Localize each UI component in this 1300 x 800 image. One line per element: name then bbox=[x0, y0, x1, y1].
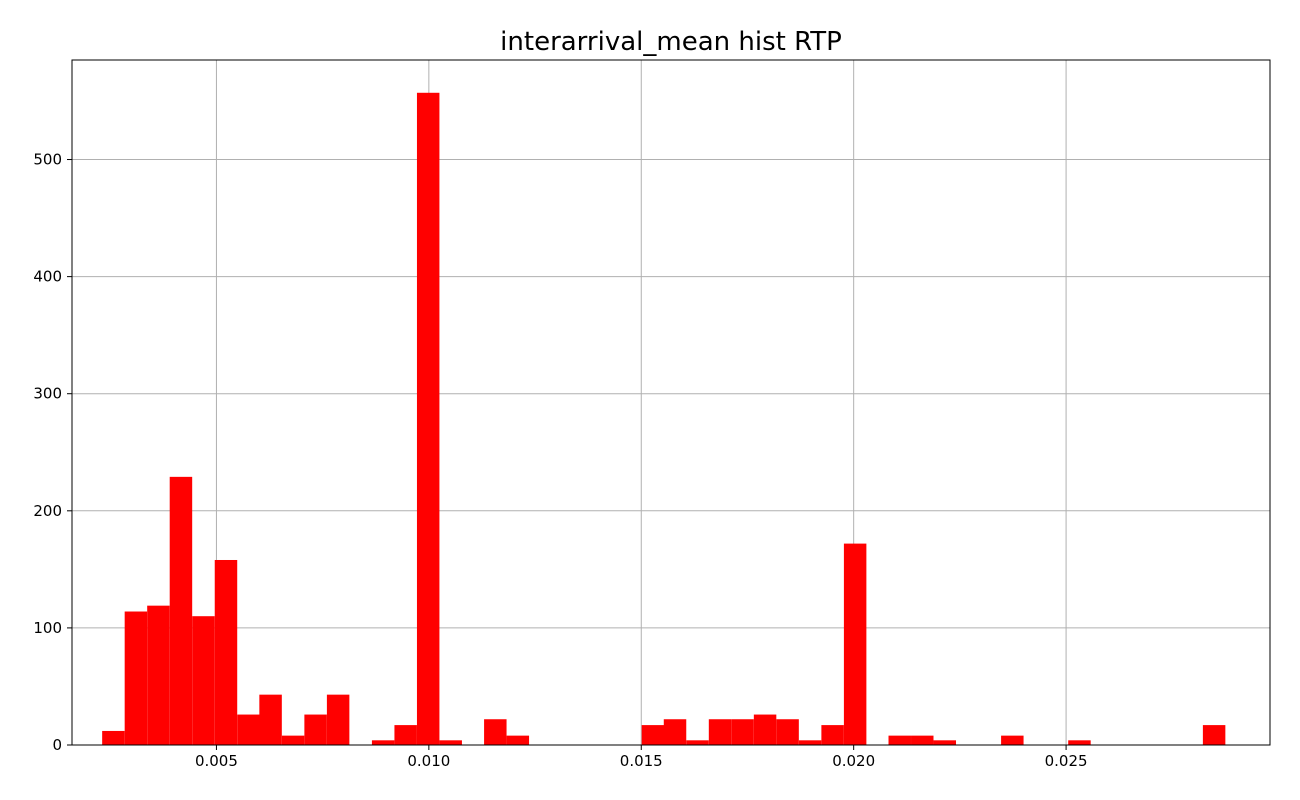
histogram-bar bbox=[484, 719, 507, 745]
histogram-bar bbox=[214, 559, 238, 745]
x-tick-label: 0.025 bbox=[1045, 752, 1088, 770]
x-tick-label: 0.020 bbox=[832, 752, 875, 770]
histogram-bar bbox=[394, 725, 417, 745]
histogram-bar bbox=[708, 719, 732, 745]
histogram-bar bbox=[281, 735, 305, 745]
y-tick-label: 500 bbox=[33, 151, 62, 169]
y-tick-label: 200 bbox=[33, 502, 62, 520]
axes-frame bbox=[71, 59, 1271, 746]
histogram-bar bbox=[686, 740, 709, 745]
histogram-bar bbox=[821, 725, 844, 745]
y-tick-label: 0 bbox=[52, 736, 62, 754]
histogram-bar bbox=[888, 735, 911, 745]
histogram-bar bbox=[371, 740, 395, 745]
histogram-bar bbox=[192, 616, 215, 745]
y-tick-label: 100 bbox=[33, 619, 62, 637]
histogram-bar bbox=[933, 740, 957, 745]
axis-ticks: 0.005 0.010 0.015 0.020 0.025 0 100 200 300 400 50… bbox=[33, 151, 1087, 770]
histogram-bar bbox=[1202, 725, 1226, 745]
histogram-bar bbox=[169, 476, 193, 745]
histogram-bar bbox=[776, 719, 799, 745]
histogram-bar bbox=[843, 543, 867, 745]
grid-lines bbox=[72, 60, 1270, 746]
histogram-bar bbox=[416, 92, 440, 746]
y-tick-label: 400 bbox=[33, 268, 62, 286]
histogram-bar bbox=[147, 605, 170, 745]
histogram-bar bbox=[753, 714, 777, 745]
histogram-bar bbox=[663, 719, 687, 745]
chart-title: interarrival_mean hist RTP bbox=[500, 27, 842, 57]
histogram-bar bbox=[326, 694, 350, 745]
histogram-bar bbox=[124, 611, 148, 745]
histogram-bars bbox=[102, 92, 1226, 746]
histogram-bar bbox=[237, 714, 260, 745]
x-tick-label: 0.015 bbox=[620, 752, 663, 770]
histogram-bar bbox=[304, 714, 327, 745]
x-tick-label: 0.005 bbox=[195, 752, 238, 770]
histogram-bar bbox=[1068, 740, 1091, 745]
y-tick-label: 300 bbox=[33, 385, 62, 403]
histogram-bar bbox=[506, 735, 530, 745]
histogram-bar bbox=[1001, 735, 1024, 745]
histogram-bar bbox=[439, 740, 462, 745]
histogram-bar bbox=[911, 735, 934, 745]
histogram-bar bbox=[102, 730, 125, 745]
histogram-bar bbox=[731, 719, 754, 745]
x-tick-label: 0.010 bbox=[407, 752, 450, 770]
histogram-bar bbox=[798, 740, 822, 745]
histogram-bar bbox=[641, 725, 665, 745]
histogram-bar bbox=[259, 694, 282, 745]
